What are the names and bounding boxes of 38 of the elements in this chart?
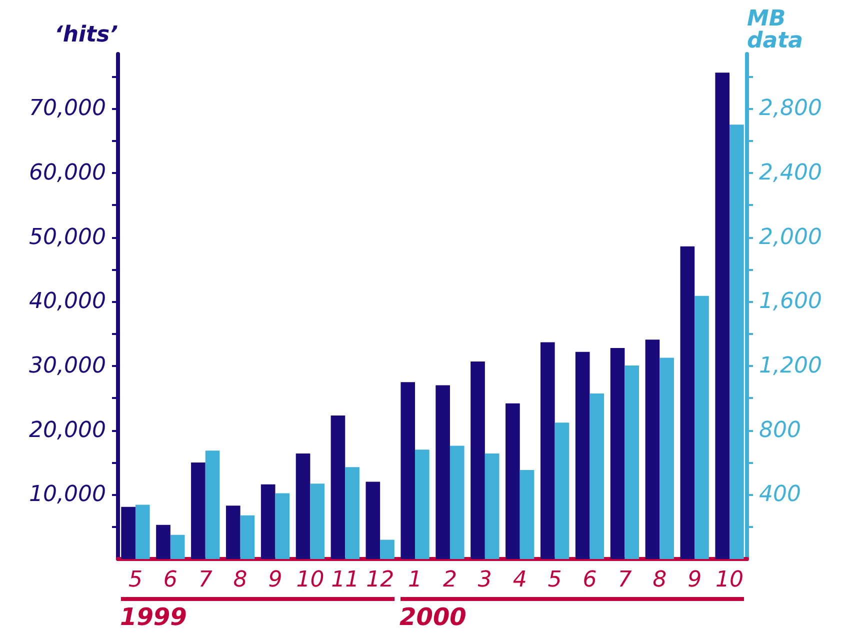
x-tick-label: 12 <box>366 568 394 592</box>
x-tick-label: 9 <box>688 568 702 592</box>
y-tick-label: 60,000 <box>29 160 106 186</box>
x-tick-label: 5 <box>128 568 142 592</box>
y-tick-label: 10,000 <box>29 482 106 508</box>
y-axis-title: ‘hits’ <box>54 22 118 48</box>
x-tick-label: 6 <box>163 568 178 592</box>
y2-tick-label: 2,000 <box>759 224 822 250</box>
y2-tick-label: 2,400 <box>759 160 822 186</box>
x-tick-label: 5 <box>548 568 562 592</box>
x-tick-label: 6 <box>582 568 597 592</box>
text: 1999 <box>120 603 187 631</box>
x-tick-label: 7 <box>198 568 212 592</box>
x-tick-label: 11 <box>331 568 360 592</box>
y-tick-label: 40,000 <box>29 289 106 314</box>
y-tick-label: 70,000 <box>29 96 106 122</box>
y2-tick-label: 1,600 <box>759 289 822 314</box>
y2-tick-label: 2,800 <box>759 96 822 122</box>
y-tick-label: 30,000 <box>29 354 106 379</box>
x-tick-label: 8 <box>233 568 248 592</box>
text: 2000 <box>400 603 466 631</box>
bar <box>366 482 380 559</box>
x-tick-label: 4 <box>512 568 527 592</box>
x-tick-label: 10 <box>296 568 324 592</box>
bar <box>380 540 394 559</box>
y2-tick-label: 800 <box>759 418 801 443</box>
y-tick-label: 20,000 <box>29 418 106 443</box>
x-tick-label: 9 <box>268 568 282 592</box>
x-tick-label: 1 <box>408 568 422 592</box>
y-tick-label: 50,000 <box>29 224 106 250</box>
x-tick-label: 10 <box>716 568 744 592</box>
x-tick-label: 7 <box>618 568 632 592</box>
x-tick-label: 3 <box>478 568 492 592</box>
y2-tick-label: 1,200 <box>759 354 822 379</box>
y2-axis-title: MB data <box>747 6 803 54</box>
x-tick-label: 2 <box>442 568 457 592</box>
x-tick-label: 8 <box>652 568 667 592</box>
y2-tick-label: 400 <box>759 482 801 508</box>
